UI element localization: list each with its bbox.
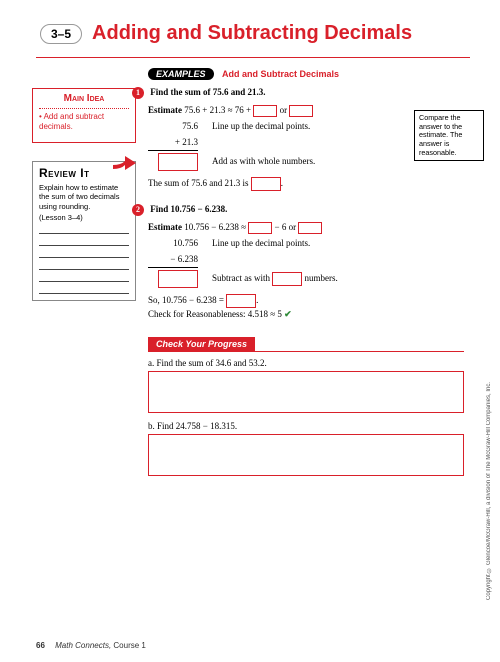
answer-blank[interactable]: [289, 105, 313, 117]
review-heading: Review It: [39, 166, 129, 180]
header-rule: [36, 57, 470, 58]
estimate-label-1: Estimate: [148, 105, 182, 115]
page-footer: 66 Math Connects, Course 1: [36, 641, 146, 650]
cyp-item-b: b. Find 24.758 − 18.315.: [148, 421, 464, 431]
check-your-progress: Check Your Progress a. Find the sum of 3…: [148, 335, 464, 476]
result-text-1: The sum of 75.6 and 21.3 is: [148, 178, 251, 188]
answer-blank[interactable]: [251, 177, 281, 191]
main-idea-heading: Main Idea: [39, 93, 129, 104]
cyp-label: Check Your Progress: [148, 337, 255, 351]
example-1: Compare the answer to the estimate. The …: [148, 86, 464, 191]
main-idea-box: Main Idea • Add and subtract decimals.: [32, 88, 136, 143]
book-title: Math Connects,: [55, 641, 113, 650]
estimate-1b: or: [280, 105, 290, 115]
note-sub-2b: numbers.: [305, 273, 338, 283]
copyright-text: Copyright © Glencoe/McGraw-Hill, a divis…: [486, 382, 492, 600]
reasonableness-callout: Compare the answer to the estimate. The …: [414, 110, 484, 161]
review-answer-lines: [39, 222, 129, 294]
answer-blank[interactable]: [248, 222, 272, 234]
sum-blank[interactable]: [158, 153, 198, 171]
addend-2: + 21.3: [148, 136, 198, 151]
example-2: 2 Find 10.756 − 6.238. Estimate 10.756 −…: [148, 203, 464, 322]
examples-badge: EXAMPLES: [148, 68, 214, 80]
estimate-label-2: Estimate: [148, 222, 182, 232]
minuend: 10.756: [148, 237, 198, 251]
example-2-title: Find 10.756 − 6.238.: [150, 204, 227, 214]
addend-1: 75.6: [148, 120, 198, 134]
review-ref: (Lesson 3–4): [39, 213, 129, 222]
cyp-answer-box-b[interactable]: [148, 434, 464, 476]
lesson-title: Adding and Subtracting Decimals: [92, 22, 412, 45]
examples-title: Add and Subtract Decimals: [222, 69, 339, 79]
examples-header: EXAMPLES Add and Subtract Decimals: [148, 68, 464, 80]
note-sub-2a: Subtract as with: [212, 273, 272, 283]
cyp-answer-box-a[interactable]: [148, 371, 464, 413]
cyp-rule: [148, 351, 464, 352]
lesson-number-badge: 3–5: [40, 24, 82, 44]
subtrahend: − 6.238: [148, 253, 198, 268]
example-1-title: Find the sum of 75.6 and 21.3.: [150, 87, 265, 97]
cyp-item-a: a. Find the sum of 34.6 and 53.2.: [148, 358, 464, 368]
estimate-2a: 10.756 − 6.238 ≈: [184, 222, 248, 232]
review-it-box: Review It Explain how to estimate the su…: [32, 161, 136, 301]
result-text-2: So, 10.756 − 6.238 =: [148, 295, 226, 305]
example-number-2: 2: [132, 204, 144, 216]
answer-blank[interactable]: [298, 222, 322, 234]
note-add-1: Add as with whole numbers.: [212, 155, 315, 169]
course-name: Course 1: [113, 641, 145, 650]
left-column: Main Idea • Add and subtract decimals. R…: [32, 88, 136, 301]
answer-blank[interactable]: [253, 105, 277, 117]
page-number: 66: [36, 641, 45, 650]
lesson-header: 3–5 Adding and Subtracting Decimals: [40, 22, 500, 45]
check-icon: ✔: [284, 309, 292, 319]
answer-blank[interactable]: [226, 294, 256, 308]
example-number-1: 1: [132, 87, 144, 99]
estimate-2b: − 6 or: [275, 222, 299, 232]
diff-blank[interactable]: [158, 270, 198, 288]
answer-blank[interactable]: [272, 272, 302, 286]
note-lineup-2: Line up the decimal points.: [212, 237, 310, 251]
review-body: Explain how to estimate the sum of two d…: [39, 183, 129, 211]
main-idea-body: • Add and subtract decimals.: [39, 112, 129, 132]
main-idea-divider: [39, 108, 129, 109]
note-lineup-1: Line up the decimal points.: [212, 120, 310, 134]
main-column: EXAMPLES Add and Subtract Decimals Compa…: [148, 68, 464, 476]
estimate-1a: 75.6 + 21.3 ≈ 76 +: [184, 105, 253, 115]
check-reasonableness: Check for Reasonableness: 4.518 ≈ 5: [148, 309, 284, 319]
